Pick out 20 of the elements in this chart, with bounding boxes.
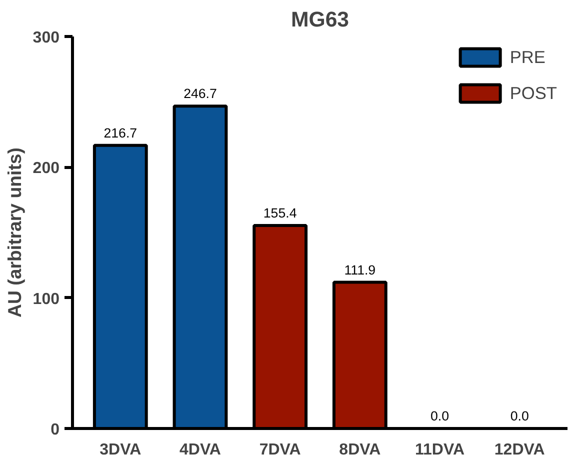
data-label: 246.7 [184,86,217,102]
x-tick-label: 7DVA [259,442,302,458]
data-label: 0.0 [510,408,529,424]
legend-label: POST [510,82,557,104]
y-tick-label: 100 [32,290,60,308]
chart-title: MG63 [290,8,350,32]
data-label: 0.0 [430,408,450,424]
y-tick-label: 0 [50,422,60,438]
x-tick-label: 11DVA [415,442,465,458]
x-tick-label: 4DVA [179,442,222,458]
data-label: 111.9 [344,262,376,278]
y-axis-title: AU (arbitrary units) [4,147,25,318]
x-tick-label: 3DVA [100,442,142,458]
y-tick-label: 200 [32,160,60,178]
y-tick-label: 300 [32,30,60,46]
x-tick-label: 12DVA [494,442,546,458]
x-tick-label: 8DVA [339,442,382,458]
legend-label: PRE [510,46,546,68]
data-label: 155.4 [263,205,298,220]
data-label: 216.7 [104,125,138,140]
